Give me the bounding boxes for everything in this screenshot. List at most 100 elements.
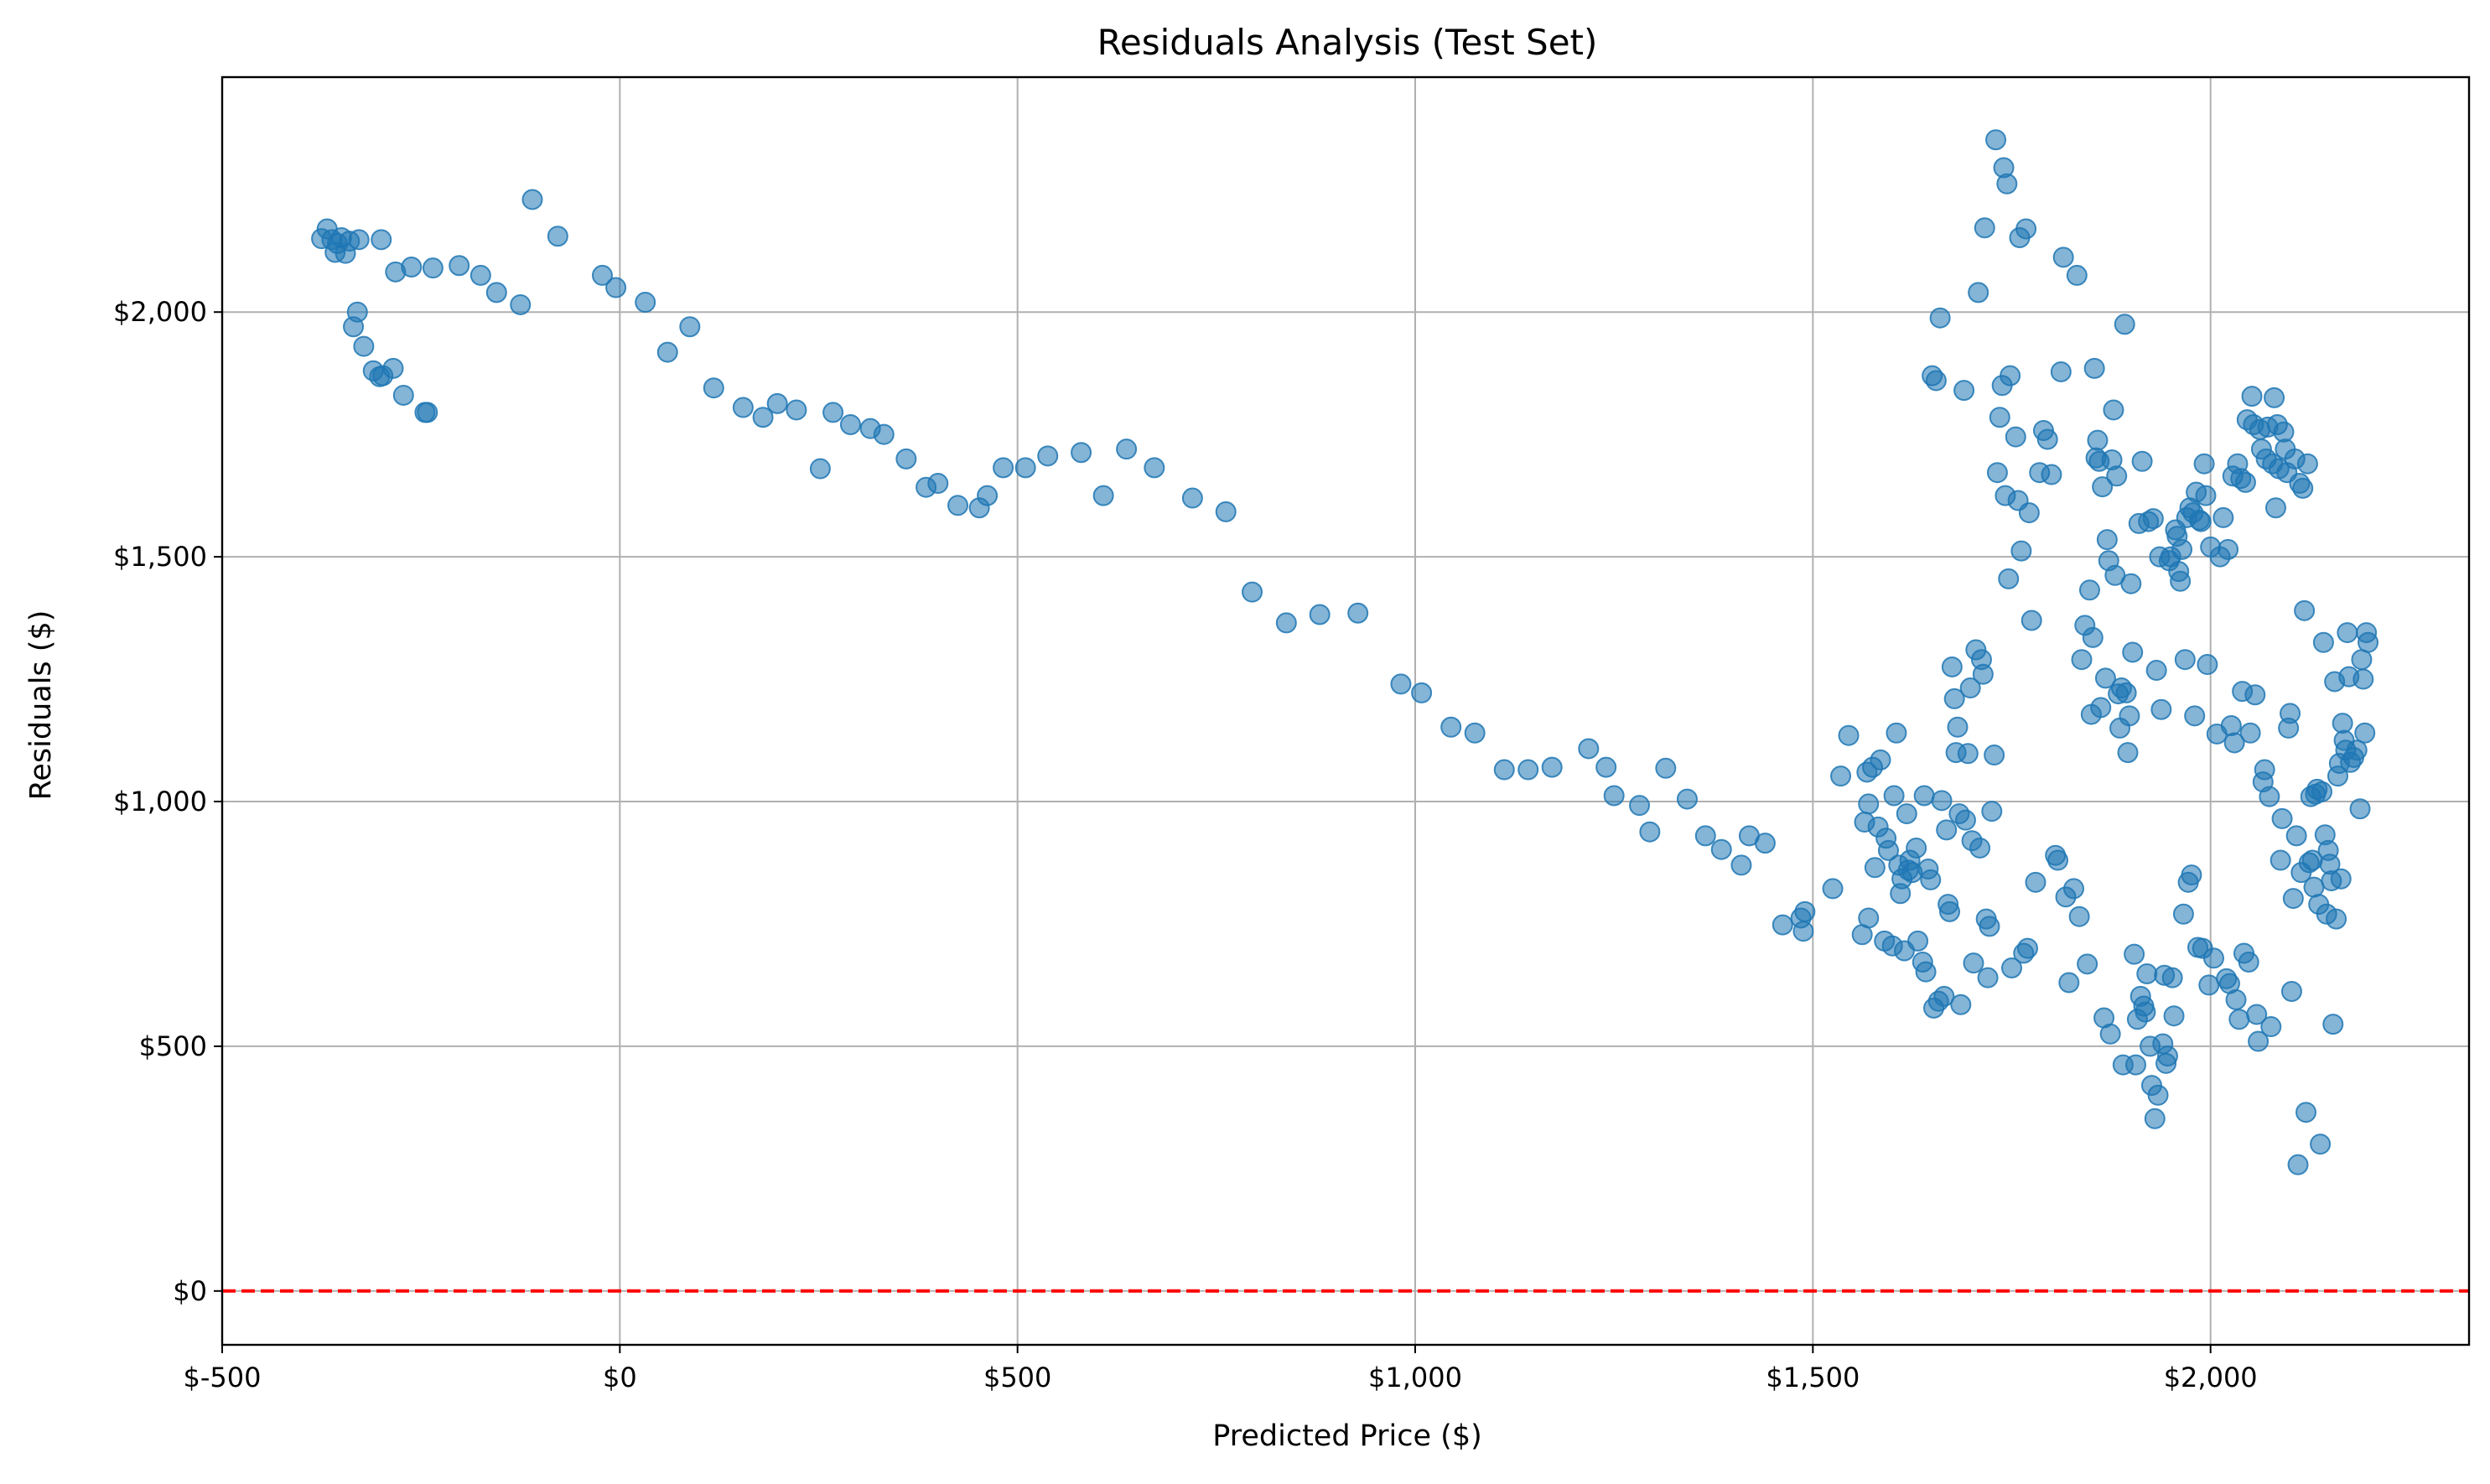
scatter-point <box>1925 370 1947 392</box>
scatter-point <box>346 301 368 323</box>
scatter-point <box>2068 905 2090 927</box>
scatter-point <box>1959 677 1981 699</box>
scatter-point <box>2135 1001 2156 1023</box>
scatter-point <box>1603 785 1625 807</box>
scatter-point <box>809 458 831 480</box>
scatter-point <box>2248 1030 2270 1052</box>
x-tick-label: $2,000 <box>2164 1362 2258 1393</box>
scatter-point <box>2303 876 2325 898</box>
scatter-point <box>2223 732 2245 754</box>
scatter-point <box>2264 387 2285 408</box>
scatter-point <box>1947 716 1969 738</box>
scatter-point <box>1822 878 1844 900</box>
scatter-point <box>1493 759 1515 781</box>
scatter-point <box>873 423 895 445</box>
scatter-point <box>1037 445 1059 467</box>
scatter-point <box>1390 673 1412 695</box>
scatter-point <box>2287 1154 2309 1175</box>
scatter-point <box>2195 485 2217 506</box>
scatter-point <box>1309 604 1331 625</box>
scatter-point <box>2202 947 2224 969</box>
scatter-point <box>485 282 507 304</box>
scatter-point <box>1968 282 1989 304</box>
scatter-point <box>1710 838 1732 860</box>
scatter-point <box>2145 660 2167 682</box>
scatter-point <box>732 397 754 418</box>
scatter-point <box>2337 622 2358 644</box>
scatter-point <box>1989 407 2010 428</box>
scatter-point <box>2353 668 2374 690</box>
scatter-point <box>2125 1054 2147 1076</box>
scatter-point <box>1984 745 2005 766</box>
scatter-point <box>947 495 969 516</box>
scatter-point <box>1676 788 1698 810</box>
scatter-point <box>752 407 774 428</box>
scatter-point <box>1541 756 1563 778</box>
scatter-point <box>401 257 423 278</box>
scatter-point <box>2310 1134 2332 1155</box>
scatter-point <box>1954 809 1976 831</box>
scatter-point <box>2124 943 2145 965</box>
scatter-point <box>766 392 788 414</box>
scatter-point <box>2322 1014 2344 1035</box>
scatter-point <box>1754 833 1776 854</box>
points-layer <box>311 129 2379 1175</box>
scatter-point <box>2270 849 2291 871</box>
scatter-point <box>927 473 949 495</box>
scatter-point <box>2163 1005 2185 1027</box>
scatter-point <box>2083 357 2105 379</box>
scatter-point <box>2312 631 2334 653</box>
scatter-point <box>2292 477 2314 499</box>
y-axis-label: Residuals ($) <box>24 610 58 801</box>
scatter-point <box>2295 1102 2317 1123</box>
scatter-point <box>2273 421 2295 443</box>
scatter-point <box>1144 457 1165 479</box>
scatter-point <box>1116 438 1138 460</box>
scatter-point <box>2260 1016 2282 1038</box>
scatter-point <box>1181 487 1203 509</box>
scatter-point <box>2330 868 2352 890</box>
scatter-point <box>2144 1108 2166 1129</box>
scatter-point <box>521 189 543 210</box>
scatter-point <box>2147 1084 2169 1106</box>
scatter-point <box>2052 246 2074 268</box>
scatter-point <box>2087 429 2109 451</box>
scatter-point <box>2050 361 2072 382</box>
scatter-point <box>2090 697 2112 719</box>
scatter-point <box>2094 667 2116 689</box>
scatter-point <box>2349 798 2371 820</box>
scatter-point <box>1906 837 1927 859</box>
scatter-point <box>1981 801 2003 822</box>
scatter-point <box>2271 807 2293 829</box>
scatter-point <box>2010 540 2032 562</box>
scatter-point <box>1215 501 1237 522</box>
scatter-point <box>591 264 613 286</box>
scatter-point <box>2021 610 2042 631</box>
scatter-point <box>2332 713 2353 734</box>
x-tick-label: $1,500 <box>1766 1362 1860 1393</box>
scatter-point <box>2036 428 2058 450</box>
scatter-point <box>2184 705 2206 727</box>
scatter-point <box>1996 173 2018 195</box>
y-tick-label: $1,500 <box>113 541 207 573</box>
y-tick-label: $2,000 <box>113 296 207 328</box>
y-tick-label: $1,000 <box>113 786 207 817</box>
scatter-point <box>1411 682 1433 703</box>
scatter-point <box>1440 716 1462 738</box>
scatter-point <box>2119 705 2140 727</box>
scatter-point <box>1933 985 1955 1007</box>
scatter-point <box>2244 684 2266 706</box>
scatter-point <box>2041 464 2062 485</box>
scatter-point <box>1071 442 1092 464</box>
scatter-point <box>2156 1046 2178 1067</box>
scatter-point <box>2228 1009 2250 1030</box>
scatter-point <box>1772 914 1793 936</box>
scatter-point <box>1974 217 1995 239</box>
scatter-point <box>2096 529 2118 551</box>
scatter-point <box>2001 957 2023 978</box>
scatter-point <box>1464 722 1486 744</box>
scatter-point <box>1794 900 1816 922</box>
scatter-point <box>1347 602 1369 624</box>
